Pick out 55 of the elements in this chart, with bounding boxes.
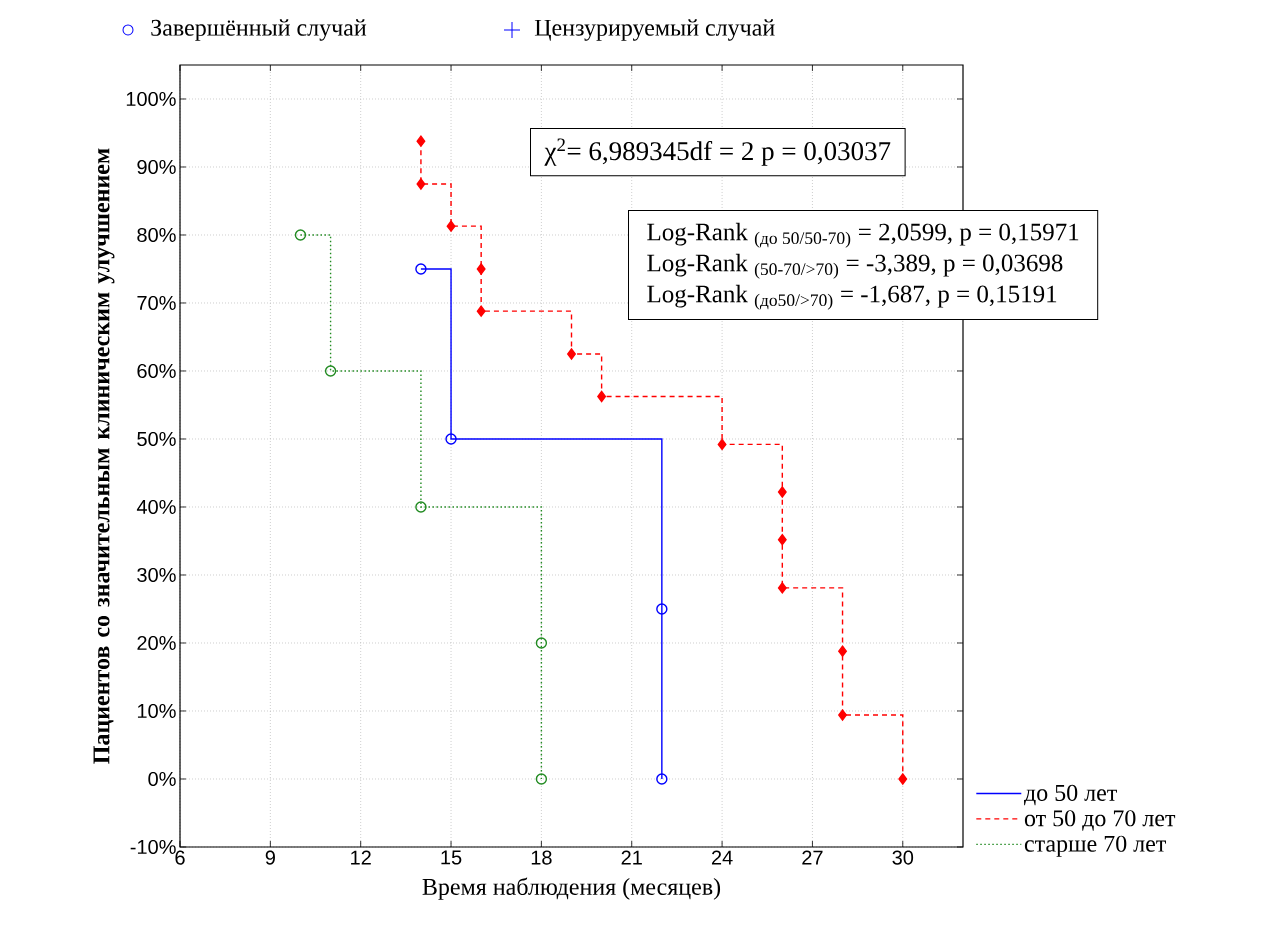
point — [838, 709, 847, 721]
point — [656, 773, 668, 785]
point — [838, 645, 847, 657]
y-axis-title: Пациентов со значительным клиническим улучшением — [93, 148, 115, 764]
point — [415, 263, 427, 275]
point — [476, 263, 486, 275]
y-tick-label: 20% — [137, 635, 176, 651]
point — [476, 305, 486, 317]
y-tick-label: 100% — [126, 91, 176, 107]
text: Завершённый случай — [151, 19, 367, 41]
point — [898, 773, 908, 785]
point — [535, 773, 548, 785]
x-tick-label: 6 — [175, 850, 185, 865]
x-tick-label: 18 — [531, 850, 552, 865]
legend-label: до 50 лет — [1023, 784, 1117, 806]
y-tick-label: 90% — [137, 159, 176, 175]
point — [777, 486, 787, 498]
point — [415, 501, 427, 513]
point — [535, 637, 548, 649]
point — [597, 390, 607, 403]
annotation: Log-Rank $_{(50-70/>70)}$ = -3,389, p = 0,03698 — [647, 253, 1063, 279]
y-tick-label: 0% — [148, 771, 176, 787]
point — [416, 178, 426, 190]
legend-label: от 50 до 70 лет — [1024, 810, 1176, 831]
point — [416, 135, 426, 147]
point — [656, 603, 668, 615]
point — [777, 533, 787, 546]
annotation: Log-Rank $_{(до 50/50-70)}$ = 2,0599, p = 0,15971 — [647, 222, 1079, 248]
x-tick-label: 15 — [441, 850, 462, 865]
text: Цензурируемый случай — [534, 19, 775, 41]
x-axis-title: Время наблюдения (месяцев) — [422, 877, 721, 900]
point — [567, 348, 576, 360]
point — [717, 438, 727, 451]
y-tick-label: 10% — [137, 703, 176, 719]
x-tick-label: 9 — [265, 850, 275, 865]
point — [777, 582, 787, 594]
y-tick-label: -10% — [130, 839, 176, 855]
annotation: Log-Rank $_{(до50/>70)}$ = -1,687, p = 0,15191 — [647, 284, 1057, 310]
x-tick-label: 24 — [711, 850, 733, 865]
point — [324, 365, 337, 377]
annotation: χ$^{2}$= 6,989345df = 2 p = 0,03037 — [544, 138, 891, 166]
legend-label: старше 70 лет — [1024, 835, 1166, 857]
y-tick-label: 30% — [137, 567, 176, 583]
y-tick-label: 80% — [137, 227, 176, 243]
x-tick-label: 27 — [802, 850, 823, 865]
y-tick-label: 70% — [137, 295, 176, 311]
x-tick-label: 12 — [351, 850, 371, 865]
y-tick-label: 60% — [137, 363, 176, 379]
x-tick-label: 21 — [621, 850, 642, 865]
point — [446, 220, 456, 232]
point — [445, 433, 457, 445]
y-tick-label: 40% — [136, 499, 176, 515]
y-tick-label: 50% — [137, 431, 176, 447]
x-tick-label: 30 — [892, 850, 914, 865]
point — [294, 229, 307, 241]
